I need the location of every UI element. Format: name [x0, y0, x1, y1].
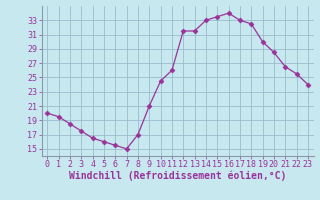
X-axis label: Windchill (Refroidissement éolien,°C): Windchill (Refroidissement éolien,°C) — [69, 171, 286, 181]
